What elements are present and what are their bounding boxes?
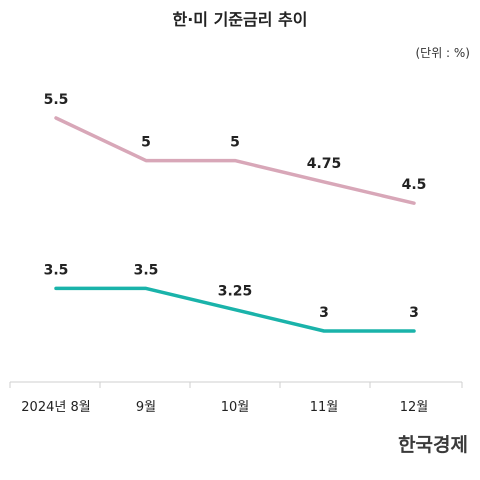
x-tick-label: 11월 (310, 400, 339, 415)
data-label: 5 (141, 135, 151, 151)
data-label: 3.5 (134, 262, 159, 278)
data-label: 3 (409, 305, 419, 321)
publisher-logo: 한국경제 (398, 434, 468, 456)
data-label: 3 (319, 305, 329, 321)
unit-label: (단위 : %) (415, 46, 470, 60)
chart-title: 한·미 기준금리 추이 (172, 10, 308, 29)
data-label: 5.5 (44, 92, 69, 108)
data-label: 4.5 (402, 177, 427, 193)
x-tick-label: 12월 (400, 400, 429, 415)
x-tick-label: 2024년 8월 (21, 400, 90, 415)
data-label: 5 (230, 135, 240, 151)
data-label: 4.75 (307, 156, 342, 172)
data-label: 3.25 (218, 284, 253, 300)
x-tick-label: 10월 (221, 400, 250, 415)
x-tick-label: 9월 (136, 400, 156, 415)
data-label: 3.5 (44, 262, 69, 278)
